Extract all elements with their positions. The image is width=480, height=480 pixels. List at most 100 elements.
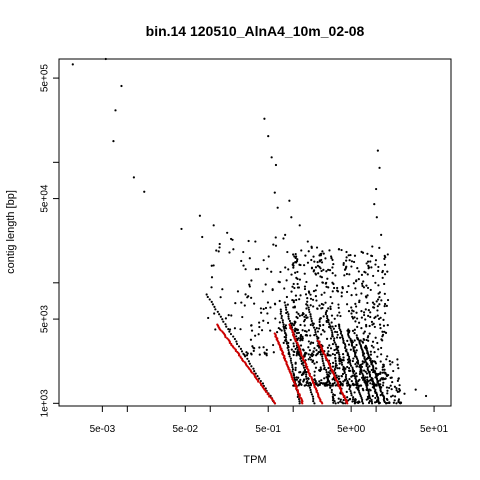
data-point xyxy=(270,270,273,273)
data-point xyxy=(355,343,358,347)
data-point xyxy=(346,339,349,342)
data-point xyxy=(371,301,375,304)
data-point xyxy=(307,384,310,387)
data-point xyxy=(361,398,364,401)
data-point xyxy=(250,329,254,332)
data-point xyxy=(396,358,399,361)
data-point xyxy=(310,393,313,396)
data-point xyxy=(383,263,387,266)
data-point xyxy=(279,310,283,313)
data-point xyxy=(338,327,341,330)
data-point xyxy=(324,313,327,316)
data-point xyxy=(264,283,267,286)
data-point xyxy=(326,379,329,382)
data-point xyxy=(242,250,245,254)
data-point xyxy=(350,265,353,268)
data-point xyxy=(350,394,353,397)
data-point xyxy=(210,276,214,279)
data-point xyxy=(296,277,299,280)
data-point xyxy=(371,377,374,381)
data-point xyxy=(311,395,314,398)
data-point xyxy=(303,287,307,291)
data-point xyxy=(232,335,235,338)
data-point xyxy=(120,84,123,88)
data-point xyxy=(375,372,378,376)
data-point xyxy=(312,353,315,356)
data-point xyxy=(363,377,366,380)
data-point xyxy=(294,361,297,364)
data-point xyxy=(299,371,302,374)
data-point xyxy=(323,291,326,294)
data-point xyxy=(351,368,354,371)
data-point xyxy=(210,300,213,304)
data-point xyxy=(342,261,345,265)
data-point xyxy=(334,359,337,363)
data-point xyxy=(284,266,287,269)
data-point xyxy=(396,379,399,382)
data-point xyxy=(293,255,296,258)
data-point xyxy=(309,342,312,345)
data-point xyxy=(290,361,293,364)
data-point xyxy=(326,352,329,355)
data-point xyxy=(360,310,363,313)
data-point xyxy=(367,264,370,267)
data-point xyxy=(309,315,312,318)
data-point xyxy=(284,304,287,307)
data-point xyxy=(373,351,376,354)
data-point xyxy=(301,313,304,317)
data-point xyxy=(333,353,337,356)
data-point xyxy=(354,398,357,401)
data-point xyxy=(316,264,320,267)
data-point xyxy=(312,399,315,403)
data-point xyxy=(294,320,297,324)
data-point xyxy=(393,399,396,402)
data-point xyxy=(392,369,395,373)
data-point xyxy=(309,382,313,386)
data-point xyxy=(314,266,318,269)
data-point xyxy=(283,335,286,339)
data-point xyxy=(318,254,321,257)
data-point xyxy=(307,377,310,380)
data-point xyxy=(335,374,338,377)
data-point xyxy=(366,252,369,255)
data-point xyxy=(365,323,368,327)
data-point xyxy=(242,264,245,267)
data-point xyxy=(345,290,349,294)
data-point xyxy=(365,364,368,368)
data-point xyxy=(369,260,372,263)
data-point xyxy=(367,309,370,312)
data-point xyxy=(353,339,356,342)
data-point xyxy=(379,390,383,393)
data-point xyxy=(384,331,388,334)
data-point xyxy=(270,156,273,159)
data-point xyxy=(212,224,215,227)
data-point xyxy=(322,382,326,385)
data-point xyxy=(360,376,364,379)
x-tick-label: 5e+00 xyxy=(337,424,366,435)
data-point xyxy=(331,258,334,262)
data-point xyxy=(334,343,337,346)
data-point xyxy=(180,227,183,231)
data-point xyxy=(386,398,389,402)
data-point xyxy=(293,376,296,379)
data-point xyxy=(331,396,335,399)
data-point xyxy=(368,379,371,382)
data-point xyxy=(263,117,266,120)
data-point xyxy=(318,304,321,307)
data-point xyxy=(390,388,393,391)
data-point xyxy=(358,299,361,302)
data-point xyxy=(344,375,347,379)
data-point xyxy=(312,397,315,400)
data-point xyxy=(310,266,314,269)
data-point xyxy=(210,264,213,267)
data-point xyxy=(345,250,348,254)
data-point xyxy=(294,260,297,264)
data-point xyxy=(291,363,294,367)
data-point xyxy=(291,322,294,325)
data-point xyxy=(354,287,357,290)
data-point xyxy=(351,329,355,332)
data-point xyxy=(315,349,318,352)
data-point xyxy=(267,255,270,258)
data-point xyxy=(331,361,335,364)
data-point xyxy=(287,317,290,320)
